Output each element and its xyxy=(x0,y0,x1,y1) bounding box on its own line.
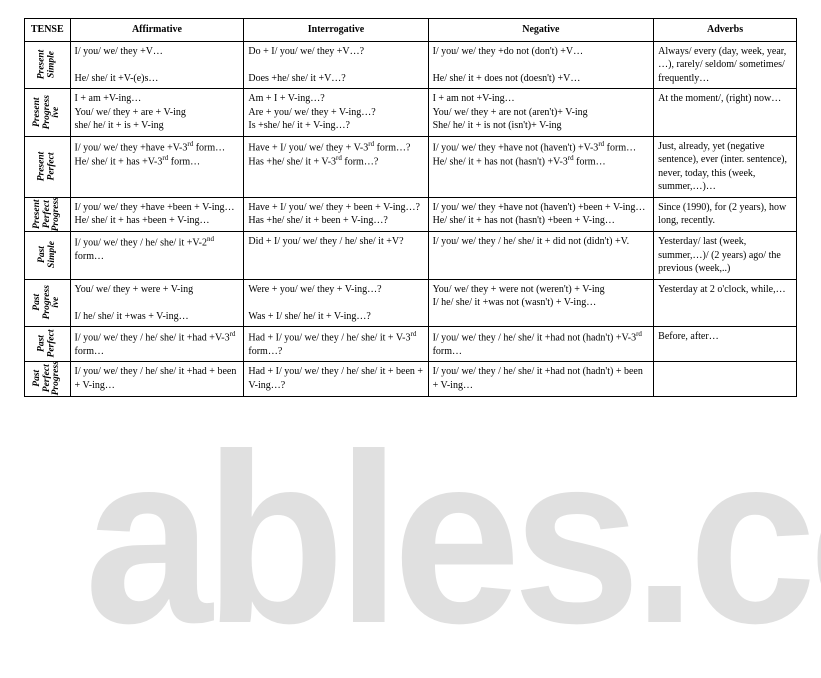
cell-affirmative: I/ you/ we/ they +have +V-3rd form…He/ s… xyxy=(70,136,244,197)
cell-affirmative: I/ you/ we/ they +V…He/ she/ it +V-(e)s… xyxy=(70,41,244,89)
tense-table: TENSE Affirmative Interrogative Negative… xyxy=(24,18,797,397)
cell-affirmative: I/ you/ we/ they / he/ she/ it +had +V-3… xyxy=(70,327,244,362)
cell-interrogative: Did + I/ you/ we/ they / he/ she/ it +V? xyxy=(244,232,428,280)
header-affirmative: Affirmative xyxy=(70,19,244,42)
table-row: PastProgressiveYou/ we/ they + were + V-… xyxy=(25,279,797,327)
tense-label: PastPerfect xyxy=(25,327,71,362)
tense-label: PresentProgressive xyxy=(25,89,71,137)
cell-interrogative: Have + I/ you/ we/ they + been + V-ing…?… xyxy=(244,197,428,232)
table-row: PastSimpleI/ you/ we/ they / he/ she/ it… xyxy=(25,232,797,280)
table-row: PresentProgressiveI + am +V-ing…You/ we/… xyxy=(25,89,797,137)
cell-affirmative: I/ you/ we/ they +have +been + V-ing…He/… xyxy=(70,197,244,232)
cell-adverbs: Before, after… xyxy=(654,327,797,362)
table-row: PresentPerfectProgressI/ you/ we/ they +… xyxy=(25,197,797,232)
cell-negative: I/ you/ we/ they / he/ she/ it +had not … xyxy=(428,327,654,362)
cell-adverbs xyxy=(654,362,797,397)
cell-negative: I + am not +V-ing…You/ we/ they + are no… xyxy=(428,89,654,137)
tense-label: PresentPerfectProgress xyxy=(25,197,71,232)
header-interrogative: Interrogative xyxy=(244,19,428,42)
header-negative: Negative xyxy=(428,19,654,42)
cell-affirmative: You/ we/ they + were + V-ingI/ he/ she/ … xyxy=(70,279,244,327)
table-row: PastPerfectI/ you/ we/ they / he/ she/ i… xyxy=(25,327,797,362)
cell-interrogative: Have + I/ you/ we/ they + V-3rd form…?Ha… xyxy=(244,136,428,197)
cell-affirmative: I + am +V-ing…You/ we/ they + are + V-in… xyxy=(70,89,244,137)
cell-negative: I/ you/ we/ they +do not (don't) +V…He/ … xyxy=(428,41,654,89)
watermark: ables.co xyxy=(85,399,821,677)
tense-label: PresentSimple xyxy=(25,41,71,89)
cell-negative: I/ you/ we/ they / he/ she/ it + did not… xyxy=(428,232,654,280)
header-adverbs: Adverbs xyxy=(654,19,797,42)
table-row: PresentPerfectI/ you/ we/ they +have +V-… xyxy=(25,136,797,197)
tense-label: PastPerfectProgress xyxy=(25,362,71,397)
cell-interrogative: Do + I/ you/ we/ they +V…?Does +he/ she/… xyxy=(244,41,428,89)
cell-interrogative: Had + I/ you/ we/ they / he/ she/ it + b… xyxy=(244,362,428,397)
tense-label: PastProgressive xyxy=(25,279,71,327)
tense-label: PastSimple xyxy=(25,232,71,280)
cell-affirmative: I/ you/ we/ they / he/ she/ it +V-2nd fo… xyxy=(70,232,244,280)
cell-adverbs: Always/ every (day, week, year, …), rare… xyxy=(654,41,797,89)
cell-adverbs: Since (1990), for (2 years), how long, r… xyxy=(654,197,797,232)
cell-adverbs: Just, already, yet (negative sentence), … xyxy=(654,136,797,197)
table-row: PastPerfectProgressI/ you/ we/ they / he… xyxy=(25,362,797,397)
table-row: PresentSimpleI/ you/ we/ they +V…He/ she… xyxy=(25,41,797,89)
table-body: PresentSimpleI/ you/ we/ they +V…He/ she… xyxy=(25,41,797,396)
cell-interrogative: Were + you/ we/ they + V-ing…?Was + I/ s… xyxy=(244,279,428,327)
cell-adverbs: Yesterday at 2 o'clock, while,… xyxy=(654,279,797,327)
table-head: TENSE Affirmative Interrogative Negative… xyxy=(25,19,797,42)
cell-interrogative: Am + I + V-ing…?Are + you/ we/ they + V-… xyxy=(244,89,428,137)
cell-adverbs: At the moment/, (right) now… xyxy=(654,89,797,137)
cell-affirmative: I/ you/ we/ they / he/ she/ it +had + be… xyxy=(70,362,244,397)
cell-negative: I/ you/ we/ they / he/ she/ it +had not … xyxy=(428,362,654,397)
cell-negative: You/ we/ they + were not (weren't) + V-i… xyxy=(428,279,654,327)
tense-label: PresentPerfect xyxy=(25,136,71,197)
cell-interrogative: Had + I/ you/ we/ they / he/ she/ it + V… xyxy=(244,327,428,362)
header-tense: TENSE xyxy=(25,19,71,42)
cell-negative: I/ you/ we/ they +have not (haven't) +be… xyxy=(428,197,654,232)
cell-negative: I/ you/ we/ they +have not (haven't) +V-… xyxy=(428,136,654,197)
page: TENSE Affirmative Interrogative Negative… xyxy=(0,0,821,415)
cell-adverbs: Yesterday/ last (week, summer,…)/ (2 yea… xyxy=(654,232,797,280)
